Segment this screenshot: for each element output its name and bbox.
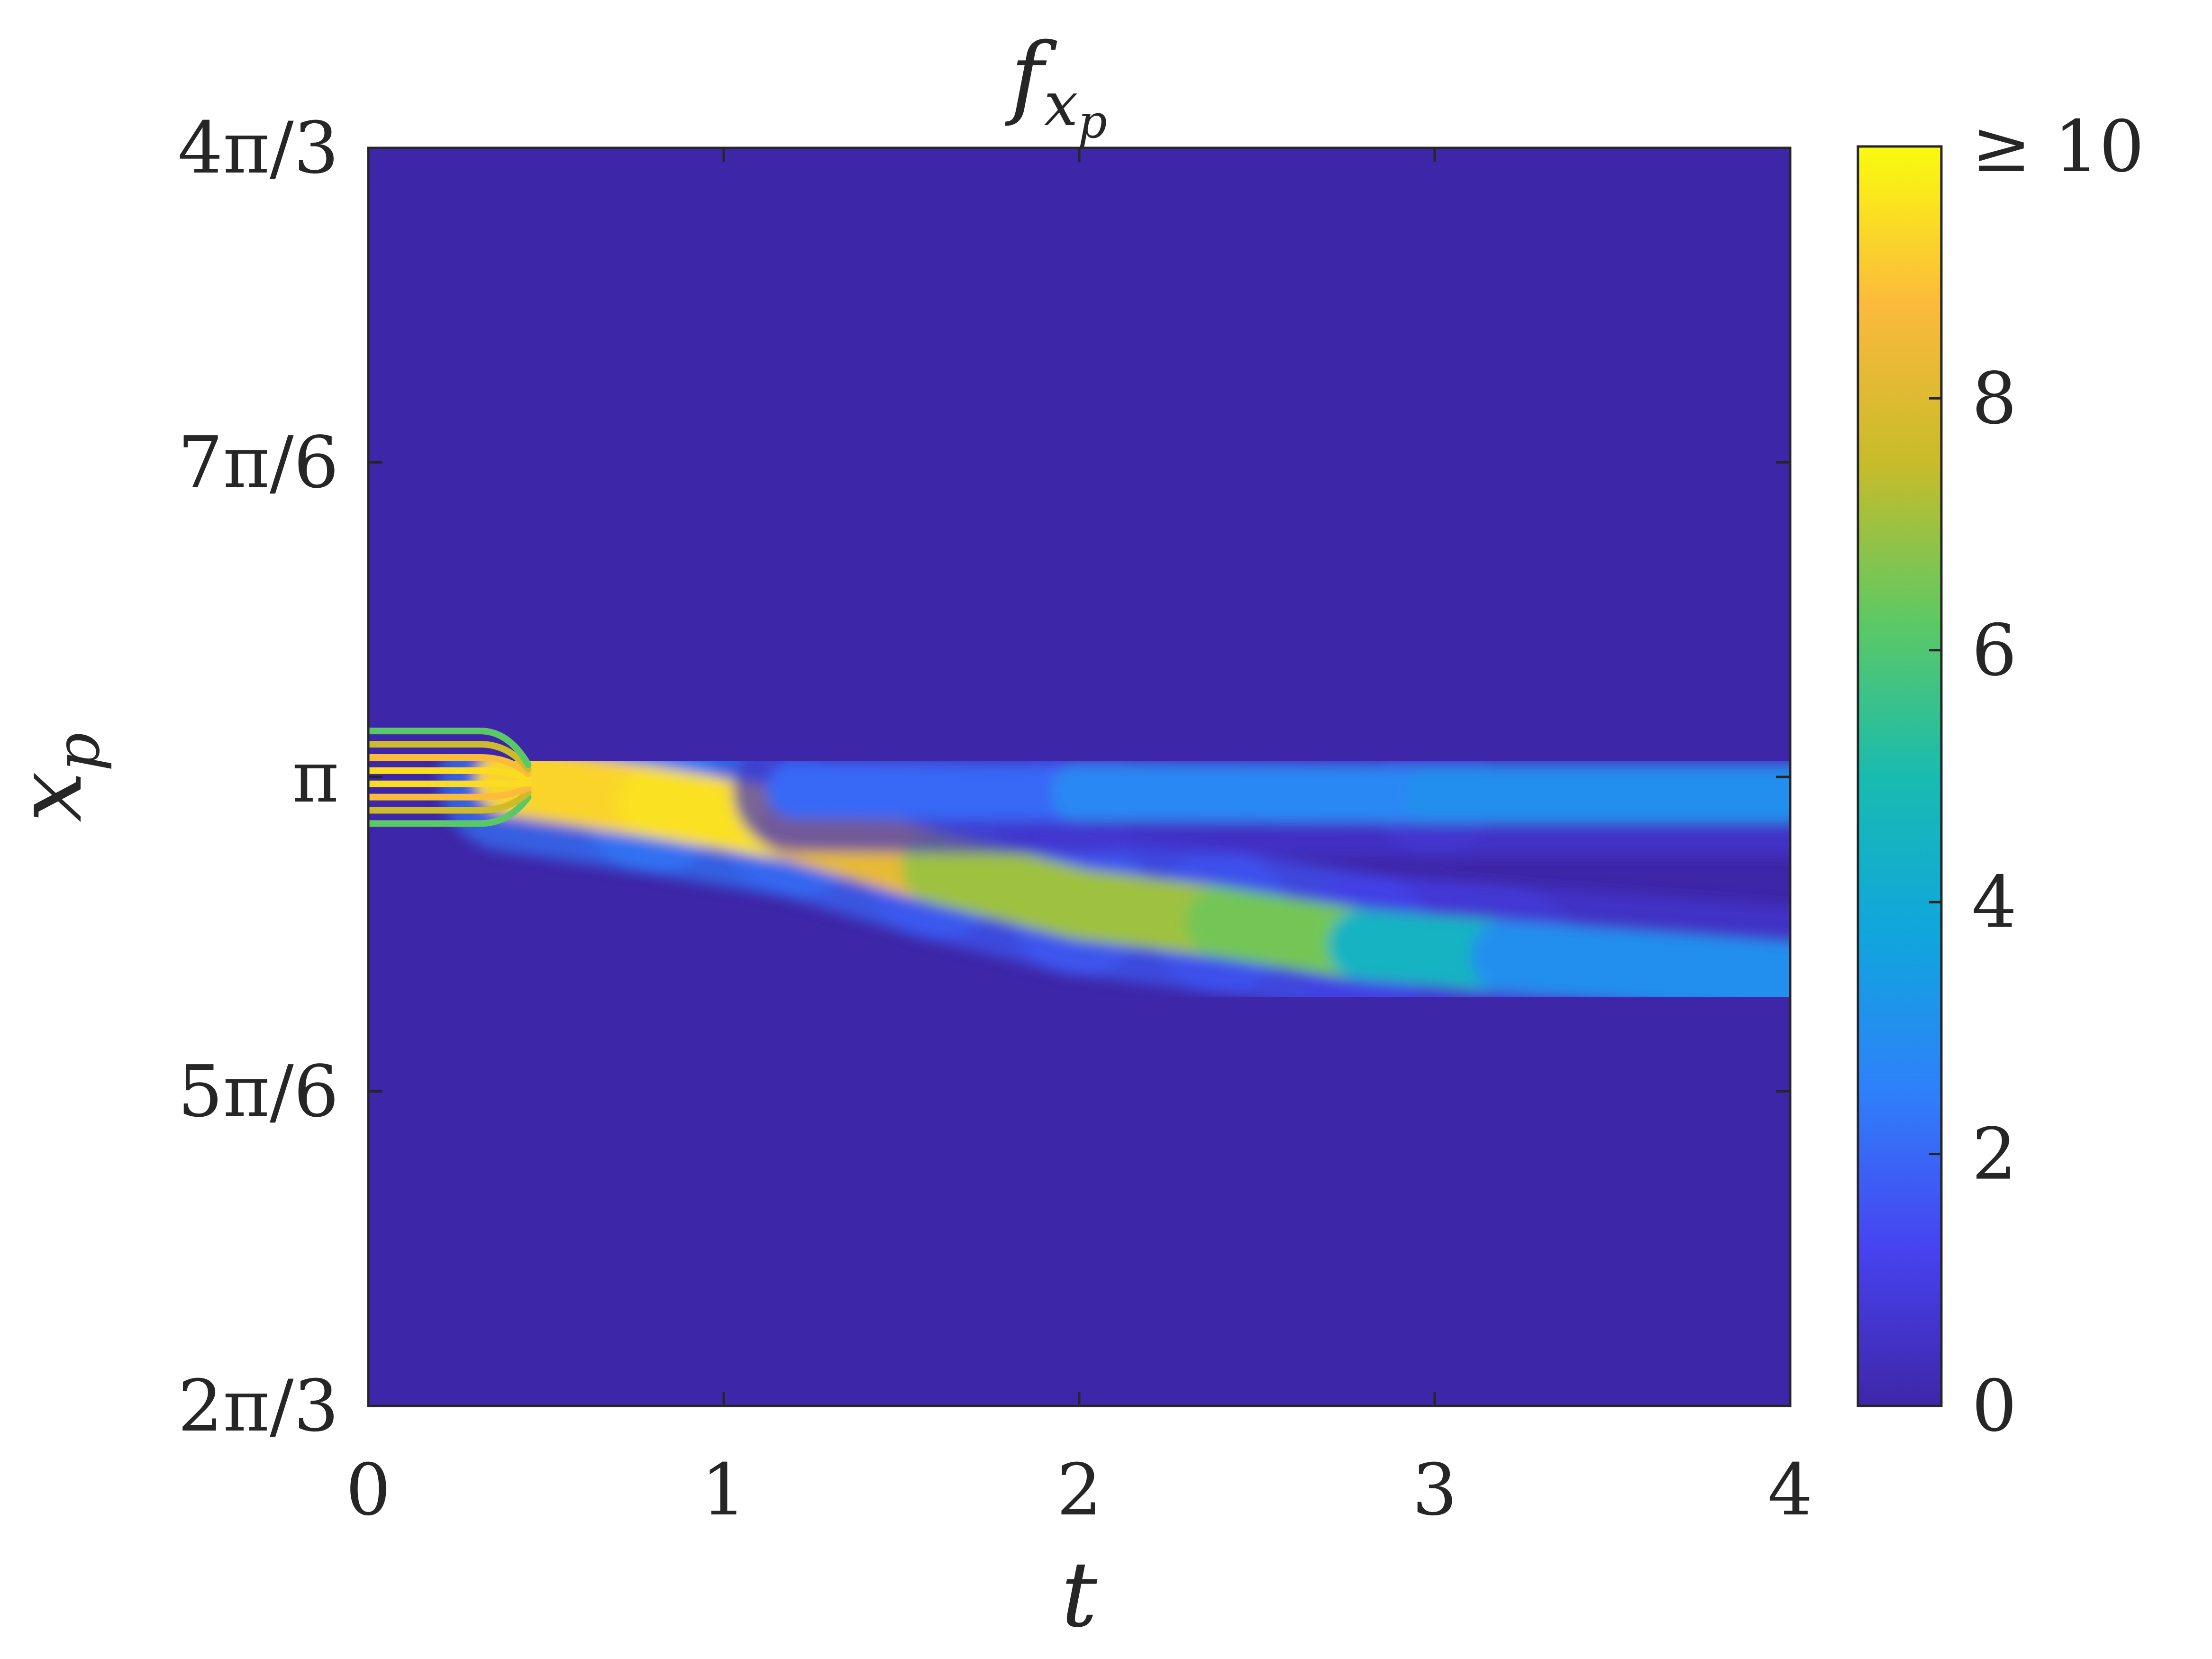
heatmap-ridges <box>439 710 1790 1048</box>
strand <box>368 793 532 827</box>
colorbar-tick-label: 2 <box>1972 1113 2017 1196</box>
y-axis-label-base: x <box>0 771 102 822</box>
x-tick-labels: 0 1 2 3 4 <box>346 1449 1812 1531</box>
plot-area: 0 1 2 3 4 2π/3 5π/6 π 7π/6 4π/3 <box>178 107 1813 1531</box>
y-tick-label: π <box>292 736 339 819</box>
y-tick-label: 7π/6 <box>178 422 339 504</box>
x-tick-label: 3 <box>1412 1449 1457 1531</box>
ridge-core-segment <box>1051 764 1463 823</box>
ridge-core-segment <box>1470 921 1790 1013</box>
strand <box>368 767 532 782</box>
colorbar-tick-label: ≥ 10 <box>1972 106 2144 188</box>
colorbar-tick-marks <box>1929 145 1941 1407</box>
chart-title: fxp <box>1005 24 1107 148</box>
strand <box>368 728 532 768</box>
colorbar-fill <box>1858 146 1941 1406</box>
x-axis-label: t <box>1061 1542 1098 1647</box>
y-tick-label: 2π/3 <box>178 1365 339 1448</box>
colorbar: 0 2 4 6 8 ≥ 10 <box>1857 106 2144 1448</box>
colorbar-frame <box>1857 145 1943 1407</box>
chart-title-subsub: p <box>1078 95 1107 148</box>
x-tick-label: 1 <box>701 1449 746 1531</box>
colorbar-tick-label: 6 <box>1972 610 2017 692</box>
x-tick-label: 0 <box>346 1449 391 1531</box>
strand <box>368 789 532 814</box>
colorbar-tick-labels: 0 2 4 6 8 ≥ 10 <box>1972 106 2144 1448</box>
colorbar-tick-label: 8 <box>1972 357 2017 440</box>
ridge-core-segment <box>766 761 1108 821</box>
heatmap-layer <box>368 710 1790 1048</box>
strand <box>368 780 532 787</box>
y-axis-label: xp <box>0 732 113 822</box>
x-tick-label: 4 <box>1767 1449 1812 1531</box>
y-tick-label: 5π/6 <box>178 1051 339 1133</box>
strand <box>368 784 532 801</box>
y-tick-marks <box>368 146 1790 1407</box>
y-axis-label-sub: p <box>43 732 113 771</box>
chart-title-sub: x <box>1044 69 1078 140</box>
y-tick-label: 4π/3 <box>178 107 339 190</box>
strand <box>368 741 532 773</box>
colorbar-tick-label: 4 <box>1972 861 2017 944</box>
y-tick-labels: 2π/3 5π/6 π 7π/6 4π/3 <box>178 107 339 1448</box>
strand <box>368 754 532 777</box>
colorbar-tick-label: 0 <box>1972 1365 2017 1448</box>
x-tick-marks <box>367 148 1792 1406</box>
initial-strands <box>368 728 532 827</box>
x-tick-label: 2 <box>1056 1449 1101 1531</box>
